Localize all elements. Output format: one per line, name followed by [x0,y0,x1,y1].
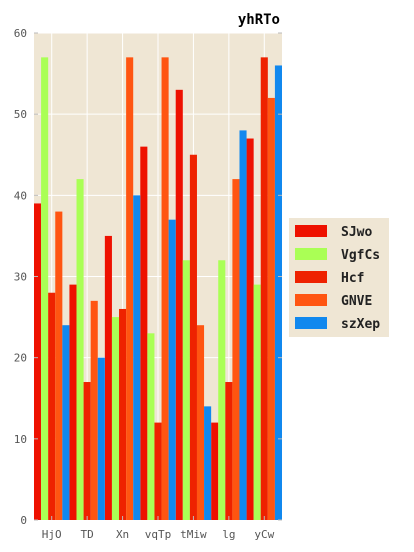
y-tick-label: 60 [14,27,27,40]
legend: SJwo VgfCs Hcf GNVE szXep [289,218,389,337]
bar-VgfCs-vqTp [147,333,155,520]
y-tick-label: 0 [20,514,27,527]
y-axis-ticks: 0 10 20 30 40 50 60 [14,27,282,527]
bar-SJwo-lg [211,422,219,520]
bar-SJwo-tMiw [175,89,183,521]
bar-szXep-tMiw [204,406,212,520]
bar-GNVE-tMiw [196,325,205,520]
bar-GNVE-HjO [55,211,63,521]
bar-Hcf-yCw [260,57,268,520]
legend-swatch-GNVE [295,294,327,306]
bar-SJwo-yCw [246,138,254,520]
chart-title: yhRTo [238,12,280,28]
bar-GNVE-Xn [126,57,134,520]
legend-swatch-SJwo [295,225,327,237]
y-tick-label: 40 [14,189,27,202]
legend-swatch-Hcf [295,271,327,283]
bar-szXep-lg [239,130,247,520]
bar-szXep-HjO [62,325,70,520]
bar-GNVE-yCw [267,97,275,520]
bar-SJwo-TD [69,284,77,520]
bar-szXep-yCw [274,65,282,520]
legend-label-Hcf: Hcf [341,271,364,286]
x-tick-label: tMiw [180,528,207,541]
bar-SJwo-HjO [34,203,42,520]
legend-label-VgfCs: VgfCs [341,248,380,263]
bar-VgfCs-lg [218,260,226,520]
x-tick-label: yCw [254,528,274,541]
bar-Hcf-Xn [119,308,127,520]
y-tick-label: 30 [14,271,27,284]
bar-GNVE-vqTp [161,57,169,520]
bar-szXep-vqTp [168,219,176,520]
bar-SJwo-Xn [104,235,112,520]
bar-VgfCs-yCw [253,284,261,520]
y-tick-label: 20 [14,352,27,365]
bar-Hcf-TD [83,382,91,520]
legend-swatch-szXep [295,317,327,329]
legend-swatch-VgfCs [295,248,327,260]
x-tick-label: lg [222,528,235,541]
bars-group [34,57,282,521]
bar-Hcf-HjO [48,292,56,520]
legend-label-szXep: szXep [341,317,380,332]
x-tick-label: Xn [116,528,129,541]
bar-VgfCs-HjO [41,57,49,520]
bar-VgfCs-TD [76,179,84,520]
bar-Hcf-tMiw [189,154,197,520]
y-tick-label: 10 [14,433,27,446]
bar-szXep-TD [97,357,105,520]
bar-VgfCs-tMiw [182,260,190,520]
bar-GNVE-TD [90,300,98,520]
x-tick-label: TD [81,528,94,541]
bar-Hcf-lg [225,382,233,520]
legend-label-GNVE: GNVE [341,294,372,309]
x-tick-label: vqTp [145,528,172,541]
x-tick-label: HjO [42,528,62,541]
bar-Hcf-vqTp [154,422,162,520]
legend-label-SJwo: SJwo [341,225,372,240]
bar-szXep-Xn [133,195,141,521]
x-axis-ticks: HjO TD Xn vqTp tMiw lg yCw [42,516,275,541]
bar-VgfCs-Xn [111,317,120,520]
bar-GNVE-lg [232,179,240,520]
y-tick-label: 50 [14,108,27,121]
bar-SJwo-vqTp [140,146,148,520]
